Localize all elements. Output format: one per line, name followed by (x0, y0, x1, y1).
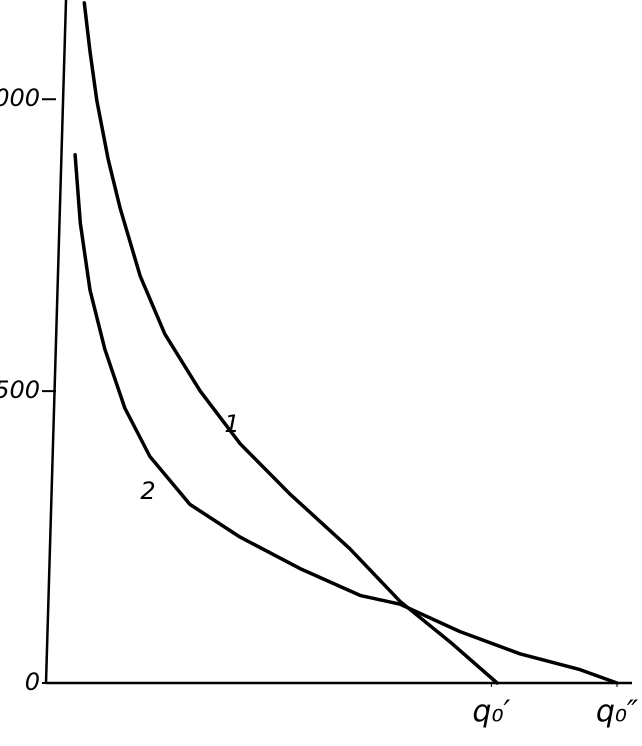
y-tick-label: 0 (25, 668, 40, 696)
x-tick-label: q₀′ (472, 695, 510, 730)
series-label: 1 (224, 410, 239, 438)
y-tick-label: 1000 (0, 84, 40, 112)
series-label: 2 (140, 477, 155, 505)
y-axis (44, 0, 68, 684)
series-line (82, 1, 499, 685)
y-tick-label: 500 (0, 376, 40, 404)
x-tick-label: q₀″ (596, 695, 639, 730)
series-line (73, 152, 619, 685)
